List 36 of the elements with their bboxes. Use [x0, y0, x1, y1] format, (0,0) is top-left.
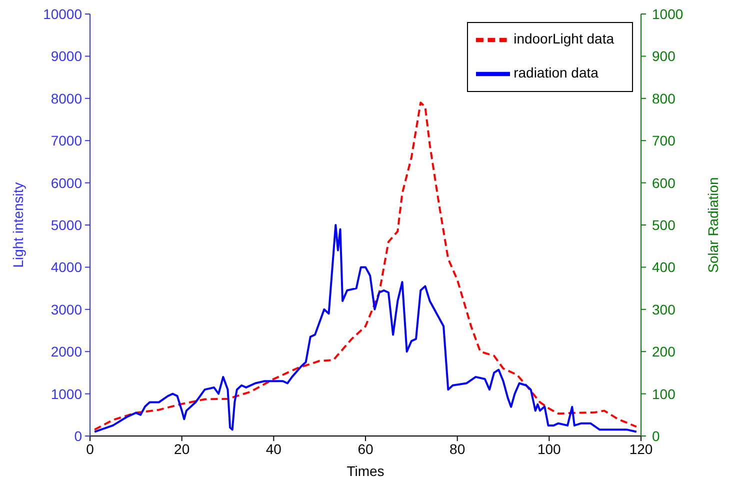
- x-tick-label: 0: [86, 440, 94, 457]
- y-tick-label: 8000: [50, 90, 82, 106]
- y2-tick-label: 500: [652, 216, 676, 233]
- y2-tick-label: 1000: [652, 6, 684, 22]
- y2-tick-label: 400: [652, 259, 676, 276]
- y-tick-label: 3000: [50, 301, 82, 318]
- y2-tick-label: 0: [652, 428, 660, 444]
- y-tick-label: 9000: [50, 48, 82, 64]
- x-axis-title: Times: [346, 463, 384, 479]
- legend-label: indoorLight data: [514, 30, 614, 47]
- y-tick-label: 7000: [50, 132, 82, 149]
- y-tick-label: 1000: [50, 386, 82, 402]
- x-tick-label: 60: [358, 440, 374, 457]
- x-tick-label: 120: [629, 440, 653, 457]
- x-tick-label: 20: [174, 440, 190, 457]
- y2-tick-label: 800: [652, 90, 676, 106]
- y-tick-label: 2000: [50, 344, 82, 360]
- y2-tick-label: 700: [652, 132, 676, 149]
- y-tick-label: 5000: [50, 216, 82, 233]
- line-series: [94, 102, 638, 431]
- y-tick-label: 0: [74, 428, 82, 444]
- y2-tick-label: 600: [652, 174, 676, 191]
- y-axis-title: Light intensity: [10, 182, 26, 268]
- y2-tick-label: 100: [652, 386, 676, 402]
- y2-tick-label: 200: [652, 344, 676, 360]
- line-series: [94, 224, 638, 433]
- y-tick-label: 4000: [50, 259, 82, 276]
- y2-tick-label: 300: [652, 301, 676, 318]
- y-tick-label: 10000: [43, 6, 82, 22]
- x-tick-label: 80: [450, 440, 466, 457]
- y-tick-label: 6000: [50, 174, 82, 191]
- y2-tick-label: 900: [652, 48, 676, 64]
- x-tick-label: 40: [266, 440, 282, 457]
- x-tick-label: 100: [537, 440, 562, 457]
- legend-label: radiation data: [514, 64, 598, 81]
- y2-axis-title: Solar Radiation: [704, 177, 721, 273]
